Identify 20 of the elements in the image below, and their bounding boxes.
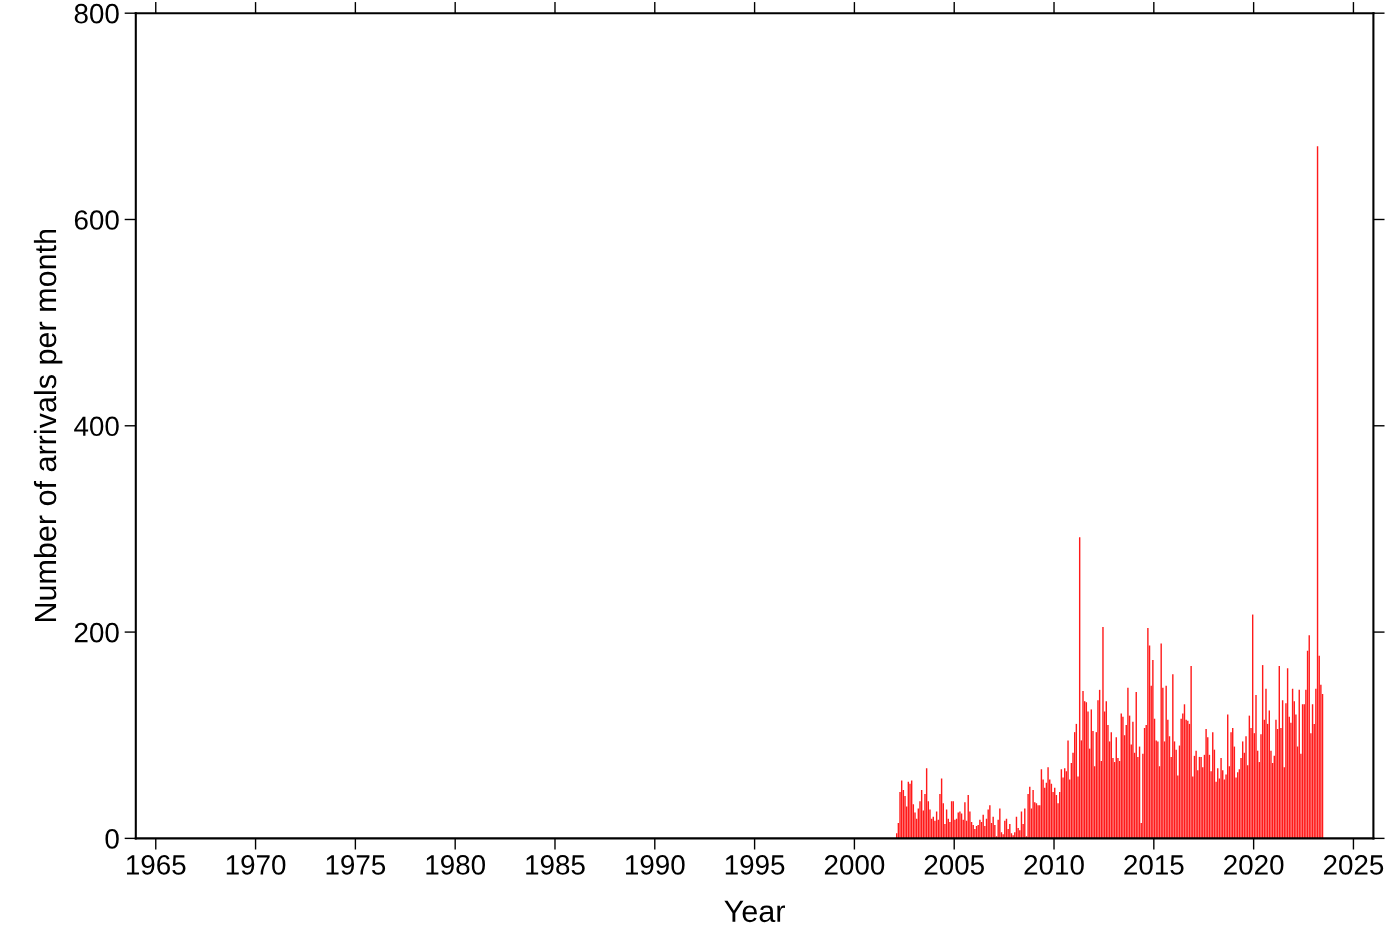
y-tick-label: 200 xyxy=(74,622,119,643)
x-tick-label: 1985 xyxy=(526,855,585,875)
x-tick-label: 1975 xyxy=(326,855,386,875)
x-tick-label: 2015 xyxy=(1124,855,1184,875)
y-tick-label: 0 xyxy=(105,829,119,849)
x-tick-label: 2005 xyxy=(924,855,984,875)
y-tick-label: 800 xyxy=(74,3,119,24)
y-axis-title: Number of arrivals per month xyxy=(33,229,63,622)
x-axis-title: Year xyxy=(724,900,785,923)
x-tick-label: 1995 xyxy=(725,855,785,875)
x-tick-label: 2000 xyxy=(824,855,885,875)
x-tick-label: 2010 xyxy=(1024,855,1084,875)
x-tick-label: 1970 xyxy=(226,855,286,875)
x-tick-label: 1990 xyxy=(626,855,685,875)
x-tick-label: 2025 xyxy=(1323,855,1384,875)
x-tick-label: 2020 xyxy=(1224,855,1284,875)
x-tick-label: 1980 xyxy=(426,855,485,875)
y-tick-label: 600 xyxy=(74,210,119,230)
y-tick-label: 400 xyxy=(74,416,119,437)
x-tick-label: 1965 xyxy=(126,855,186,875)
